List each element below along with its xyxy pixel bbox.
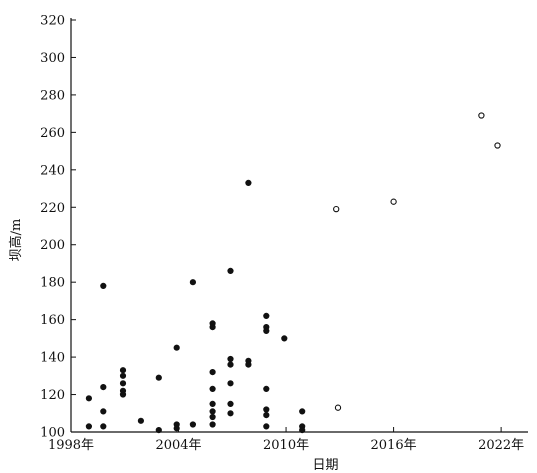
data-point-filled: [100, 423, 107, 430]
data-point-filled: [263, 312, 270, 320]
y-axis: 100 120 140 160 180 200 220 240 260 280 300 320: [40, 14, 76, 441]
data-point-filled: [263, 327, 270, 335]
data-point-filled: [85, 423, 92, 430]
data-point-filled: [119, 380, 127, 387]
data-point-filled: [227, 400, 234, 408]
x-axis: 1998年 2004年 2010年 2016年 2022年: [48, 427, 528, 453]
data-point-filled: [209, 413, 216, 421]
data-point-filled: [227, 361, 234, 368]
data-point-filled: [119, 391, 127, 398]
x-tick-label: 1998年: [48, 438, 94, 453]
x-tick-label: 2010年: [263, 438, 309, 453]
y-tick-label: 260: [40, 126, 65, 141]
data-point-open: [494, 142, 501, 149]
y-tick-label: 100: [40, 426, 65, 441]
y-tick-label: 280: [40, 88, 65, 103]
data-point-filled: [100, 384, 107, 391]
data-point-filled: [189, 421, 196, 428]
data-point-filled: [227, 380, 234, 387]
data-point-filled: [209, 324, 216, 331]
data-point-filled: [173, 344, 180, 351]
data-point-filled: [299, 408, 306, 415]
data-point-filled: [281, 335, 288, 342]
data-point-filled: [209, 400, 216, 408]
data-point-open: [390, 198, 397, 205]
x-tick-label: 2016年: [371, 438, 417, 453]
data-point-filled: [227, 410, 234, 417]
y-tick-label: 160: [40, 313, 65, 328]
data-point-filled: [209, 408, 216, 415]
y-tick-label: 140: [40, 351, 65, 366]
data-point-filled: [245, 179, 252, 186]
data-point-filled: [209, 385, 216, 393]
data-point-filled: [299, 427, 306, 434]
y-tick-label: 220: [40, 201, 65, 216]
data-point-filled: [189, 279, 196, 286]
x-tick-label: 2022年: [478, 438, 524, 453]
y-axis-title: 坝高/m: [8, 219, 24, 262]
data-point-filled: [263, 412, 270, 419]
data-point-filled: [85, 395, 92, 402]
y-tick-label: 120: [40, 388, 65, 403]
data-point-filled: [155, 374, 162, 381]
data-points: [85, 112, 501, 434]
data-point-filled: [263, 406, 270, 413]
data-point-filled: [100, 282, 107, 290]
x-tick-label: 2004年: [155, 438, 201, 453]
data-point-open: [334, 404, 342, 411]
data-point-filled: [155, 427, 162, 434]
data-point-filled: [245, 361, 252, 368]
data-point-filled: [209, 369, 216, 376]
data-point-filled: [137, 417, 144, 424]
data-point-filled: [119, 372, 127, 379]
y-tick-label: 300: [40, 51, 65, 66]
y-tick-label: 200: [40, 238, 65, 253]
y-tick-label: 240: [40, 163, 65, 178]
data-point-filled: [119, 367, 127, 374]
data-point-filled: [173, 425, 180, 432]
data-point-filled: [227, 267, 234, 275]
y-tick-label: 320: [40, 14, 65, 29]
x-axis-title: 日期: [312, 458, 338, 473]
data-point-filled: [263, 423, 270, 430]
data-point-filled: [100, 408, 107, 415]
data-point-open: [478, 112, 485, 119]
data-point-filled: [227, 355, 234, 363]
data-point-open: [333, 205, 340, 213]
data-point-filled: [209, 421, 216, 428]
data-point-filled: [263, 385, 270, 393]
y-tick-label: 180: [40, 276, 65, 291]
